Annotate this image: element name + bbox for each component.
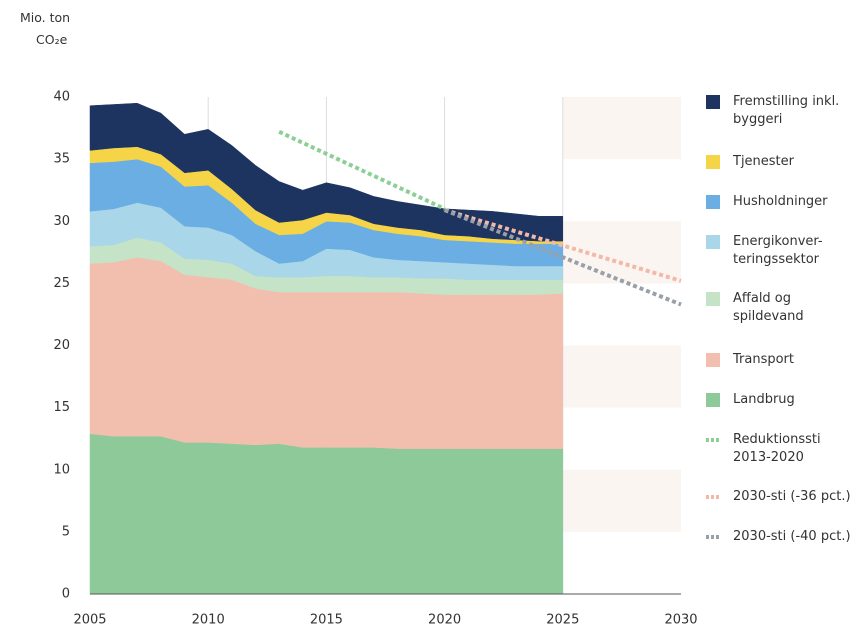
x-tick-label: 2010 [192, 613, 225, 628]
x-tick-label: 2020 [428, 613, 461, 628]
dashed-line [443, 208, 682, 307]
legend-swatch [706, 155, 720, 169]
area [89, 102, 564, 242]
y-tick-label: 30 [53, 214, 70, 229]
legend-swatch [706, 235, 720, 249]
y-tick-label: 25 [53, 276, 70, 291]
dashed-line [444, 208, 682, 283]
x-tick-label: 2030 [664, 613, 697, 628]
y-tick-label: 35 [53, 152, 70, 167]
area [89, 433, 564, 595]
y-tick-label: 10 [53, 462, 70, 477]
y-tick-label: 0 [62, 587, 70, 602]
x-tick-label: 2025 [546, 613, 579, 628]
legend-label: Fremstilling inkl. byggeri [733, 94, 840, 127]
legend-label: 2030-sti (-40 pct.) [733, 529, 851, 544]
legend-label: Landbrug [733, 392, 795, 407]
legend-label: Affald og spildevand [733, 291, 804, 324]
legend-swatch [706, 292, 720, 306]
forecast-band [562, 345, 681, 408]
legend-swatch [706, 95, 720, 109]
forecast-band [562, 97, 681, 160]
y-tick-label: 40 [53, 90, 70, 105]
legend-label: Energikonver- teringssektor [733, 234, 823, 267]
legend-label: Reduktionssti 2013-2020 [733, 432, 821, 465]
legend-label: Transport [733, 352, 795, 367]
legend-label: 2030-sti (-36 pct.) [733, 489, 851, 504]
dashed-line [278, 129, 446, 211]
y-axis-label: CO₂e [36, 32, 68, 47]
legend-label: Tjenester [733, 154, 795, 169]
x-tick-label: 2015 [310, 613, 343, 628]
legend-label: Husholdninger [733, 194, 828, 209]
y-tick-label: 5 [62, 524, 70, 539]
legend-swatch [706, 353, 720, 367]
x-tick-label: 2005 [73, 613, 106, 628]
y-axis-label: Mio. ton [20, 10, 71, 25]
legend-swatch [706, 195, 720, 209]
y-tick-label: 15 [53, 400, 70, 415]
forecast-band [562, 469, 681, 532]
legend-swatch [706, 393, 720, 407]
y-tick-label: 20 [53, 338, 70, 353]
